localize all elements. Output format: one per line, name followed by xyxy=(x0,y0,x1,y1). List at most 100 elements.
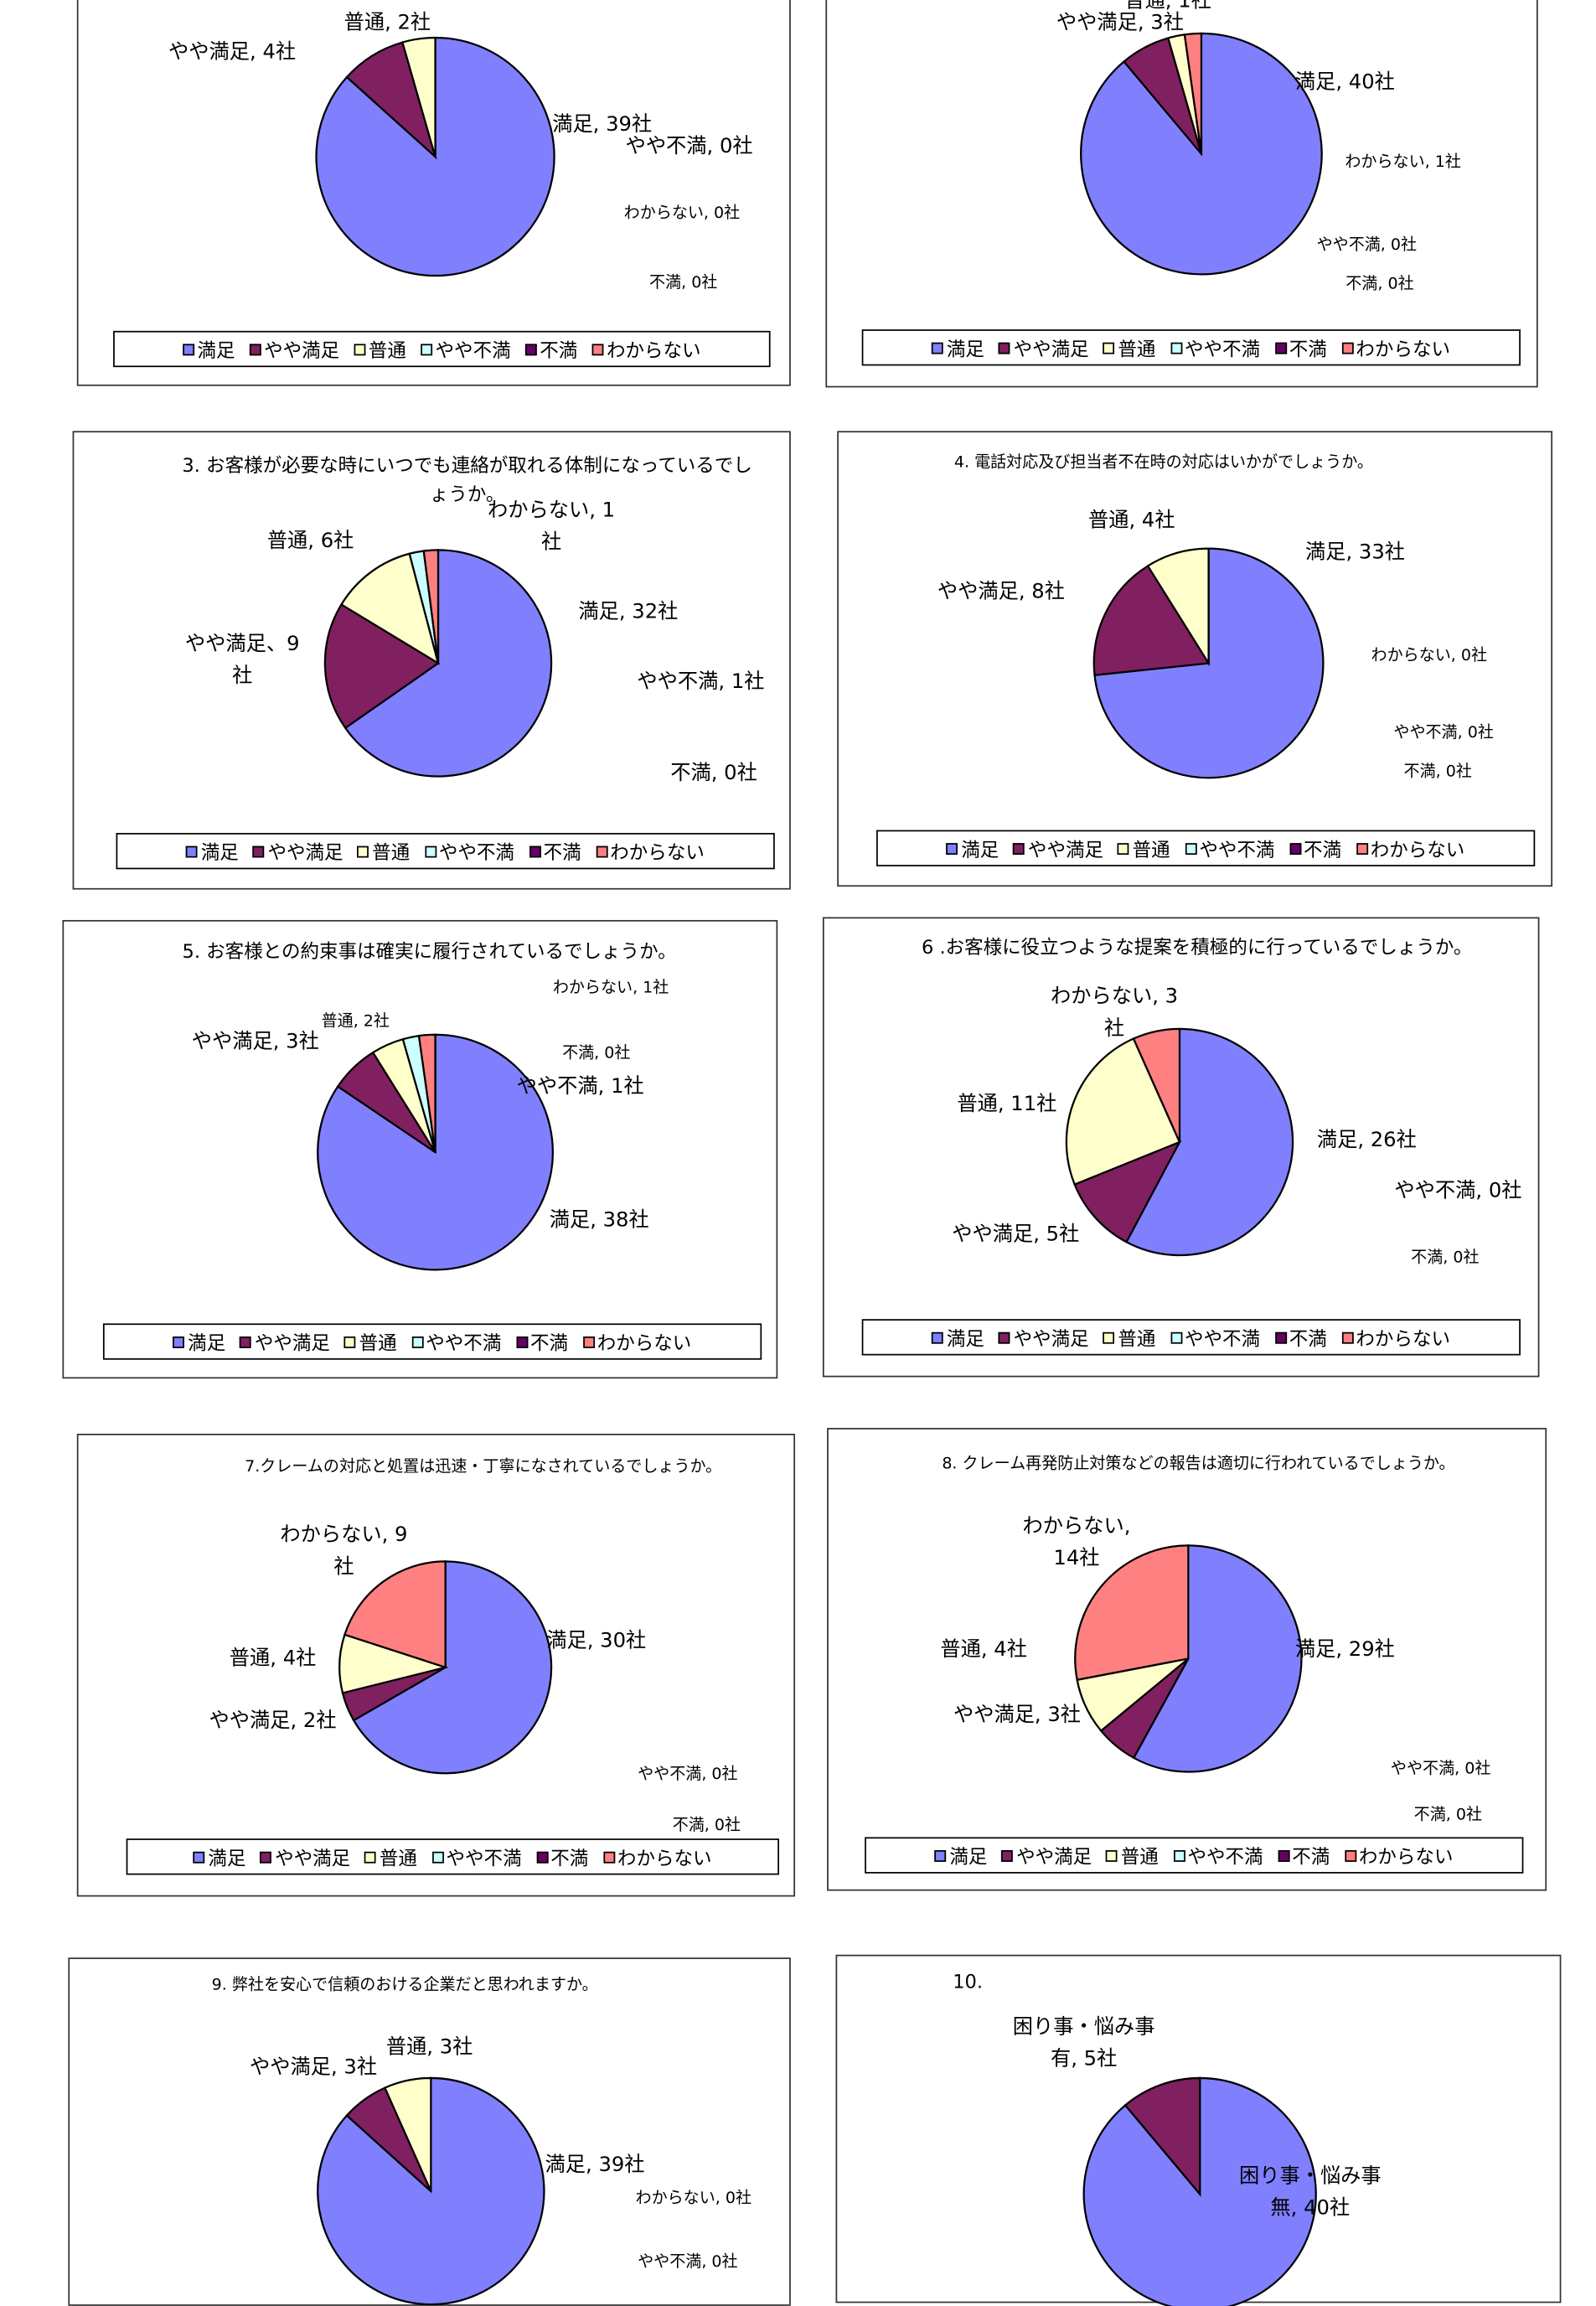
legend-swatch xyxy=(1341,341,1353,354)
legend-label: わからない xyxy=(610,843,705,866)
data-label: やや満足, 3社 xyxy=(1056,11,1184,35)
chart-legend: 満足 やや満足 普通 やや不満 不満 わからない xyxy=(102,1323,762,1360)
pie-slice-やや満足 xyxy=(1073,1140,1182,1243)
data-label: 不満, 0社 xyxy=(1413,1805,1483,1824)
legend-swatch xyxy=(1341,1331,1353,1343)
pie-slice-普通 xyxy=(1146,547,1210,667)
legend-label: 満足 xyxy=(208,1848,246,1871)
data-label: やや不満, 0社 xyxy=(1316,235,1418,255)
legend-item: 不満 xyxy=(529,837,581,865)
legend-swatch xyxy=(1118,842,1130,855)
data-label: わからない, 0社 xyxy=(623,203,741,222)
pie-slice-やや満足 xyxy=(1092,564,1211,676)
legend-swatch xyxy=(1274,1331,1287,1343)
legend-label: やや満足 xyxy=(1013,1329,1089,1352)
legend-item: 不満 xyxy=(515,1328,568,1356)
legend-label: 普通 xyxy=(1118,339,1156,362)
data-label: 不満, 0社 xyxy=(1411,1248,1480,1267)
legend-item: 普通 xyxy=(344,1328,397,1356)
data-label: やや満足, 3社 xyxy=(953,1704,1082,1727)
data-label: 満足, 39社 xyxy=(552,113,653,137)
legend-item: 普通 xyxy=(357,837,410,865)
data-label: やや満足、9社 xyxy=(184,633,300,688)
legend-swatch xyxy=(354,343,366,355)
legend-swatch xyxy=(411,1336,423,1347)
legend-label: わからない xyxy=(1370,840,1465,862)
legend-swatch xyxy=(999,1331,1011,1343)
legend-label: やや不満 xyxy=(435,340,511,363)
data-label: 不満, 0社 xyxy=(648,272,718,292)
legend-label: わからない xyxy=(606,340,701,363)
legend-label: やや満足 xyxy=(254,1333,330,1356)
legend-swatch xyxy=(1001,1849,1014,1862)
legend-swatch xyxy=(1103,341,1115,354)
legend-item: やや満足 xyxy=(1001,1842,1092,1869)
legend-item: 普通 xyxy=(364,1843,417,1870)
data-label: 満足, 40社 xyxy=(1294,70,1395,95)
pie-slice-わからない xyxy=(422,549,440,664)
legend-swatch xyxy=(240,1336,252,1347)
legend-label: やや満足 xyxy=(267,843,343,866)
chart-title: 5. お客様との約束事は確実に履行されているでしょうか。 xyxy=(182,941,677,964)
pie-slice-普通 xyxy=(1065,1037,1181,1186)
legend-item: 満足 xyxy=(186,837,239,865)
legend-item: わからない xyxy=(591,335,701,363)
legend-item: やや満足 xyxy=(1013,835,1104,862)
legend-label: やや満足 xyxy=(1016,1847,1092,1869)
legend-label: 不満 xyxy=(540,340,578,363)
legend-label: わからない xyxy=(617,1848,712,1871)
legend-label: 不満 xyxy=(1292,1847,1330,1869)
legend-label: 普通 xyxy=(1120,1847,1159,1869)
pie-slice-わからない xyxy=(1132,1027,1181,1143)
legend-label: わからない xyxy=(597,1333,692,1356)
legend-item: 普通 xyxy=(1118,835,1170,862)
legend-swatch xyxy=(253,845,265,857)
data-label: 困り事・悩み事 無, 40社 xyxy=(1238,2164,1402,2221)
legend-label: やや不満 xyxy=(446,1848,522,1871)
data-label: やや不満, 0社 xyxy=(638,1764,738,1784)
legend-item: 満足 xyxy=(932,333,984,361)
data-label: 不満, 0社 xyxy=(670,762,757,785)
legend-swatch xyxy=(1274,341,1287,354)
legend-item: 普通 xyxy=(1103,1323,1155,1351)
legend-item: やや不満 xyxy=(1170,333,1260,361)
data-label: 不満, 0社 xyxy=(672,1815,741,1834)
legend-swatch xyxy=(1106,1849,1118,1862)
legend-swatch xyxy=(1170,1331,1182,1343)
legend-swatch xyxy=(602,1850,615,1863)
legend-item: やや満足 xyxy=(253,837,343,865)
legend-item: 満足 xyxy=(946,835,999,862)
legend-swatch xyxy=(582,1336,595,1347)
legend-swatch xyxy=(1170,341,1182,354)
legend-label: やや不満 xyxy=(438,843,514,866)
legend-item: 満足 xyxy=(932,1323,984,1351)
legend-item: やや不満 xyxy=(1185,835,1274,862)
legend-item: 普通 xyxy=(1103,333,1155,361)
legend-item: わからない xyxy=(595,837,705,866)
legend-label: 満足 xyxy=(188,1333,226,1356)
data-label: 普通, 11社 xyxy=(957,1093,1057,1116)
data-label: やや満足, 3社 xyxy=(191,1030,319,1054)
data-label: 普通, 4社 xyxy=(1088,509,1175,533)
legend-label: 満足 xyxy=(946,339,984,362)
chart-title: 4. 電話対応及び担当者不在時の対応はいかがでしょうか。 xyxy=(953,452,1373,472)
legend-item: 不満 xyxy=(1289,835,1341,862)
data-label: 普通, 1社 xyxy=(1124,0,1211,13)
legend-item: わからない xyxy=(1341,1323,1450,1351)
legend-swatch xyxy=(357,845,369,857)
legend-label: やや満足 xyxy=(264,340,340,363)
data-label: やや満足, 2社 xyxy=(209,1709,337,1733)
legend-item: 普通 xyxy=(1106,1842,1159,1869)
legend-label: 普通 xyxy=(359,1333,397,1356)
data-label: やや満足, 3社 xyxy=(250,2055,378,2080)
data-label: 普通, 3社 xyxy=(385,2035,473,2060)
data-label: 不満, 0社 xyxy=(1345,274,1414,293)
chart-legend: 満足 やや満足 普通 やや不満 不満 わからない xyxy=(116,833,775,870)
chart-title: 6 .お客様に役立つような提案を積極的に行っているでしょうか。 xyxy=(921,937,1473,959)
legend-item: やや満足 xyxy=(240,1328,330,1356)
legend-label: 満足 xyxy=(197,340,235,363)
legend-label: やや満足 xyxy=(1027,840,1104,862)
legend-swatch xyxy=(1185,842,1196,855)
chart-title: 8. クレーム再発防止対策などの報告は適切に行われているでしょうか。 xyxy=(942,1454,1455,1473)
